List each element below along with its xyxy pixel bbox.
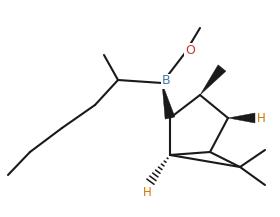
Text: H: H [143, 186, 151, 199]
Polygon shape [228, 113, 255, 123]
Text: B: B [162, 74, 170, 87]
Text: H: H [257, 112, 265, 125]
Text: O: O [185, 43, 195, 56]
Polygon shape [200, 65, 226, 95]
Polygon shape [162, 83, 175, 119]
